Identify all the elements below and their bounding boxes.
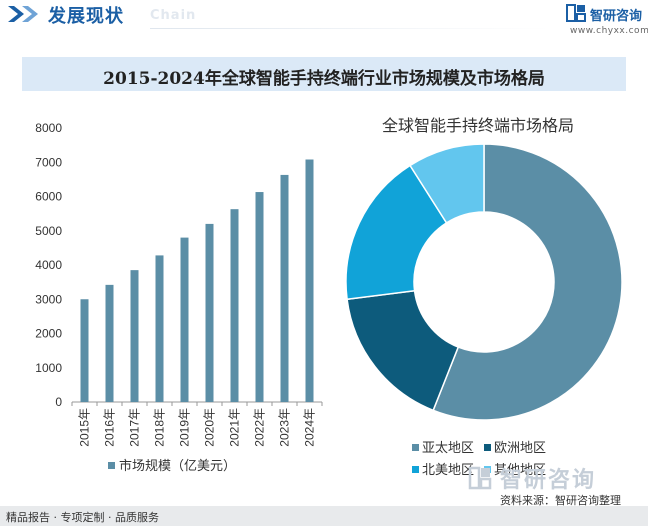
y-tick-label: 3000 [35,292,62,306]
donut-title: 全球智能手持终端市场格局 [382,117,574,135]
bar [180,237,189,402]
legend-swatch [412,444,419,451]
chart-title-banner: 2015-2024年全球智能手持终端行业市场规模及市场格局 [22,57,626,91]
donut-slice [432,143,623,421]
y-tick-label: 0 [55,395,62,409]
header-divider [150,28,550,29]
bar [230,209,239,402]
donut-slice [346,289,460,412]
brand-url: www.chyxx.com [570,26,648,36]
x-tick-label: 2022年 [253,408,267,447]
bar-chart: 0 1000 2000 3000 4000 5000 6000 7000 8000 2015年 20… [35,121,323,473]
y-tick-label: 4000 [35,258,62,272]
brand-name: 智研咨询 [590,9,643,24]
header: 发展现状 Chain [0,0,648,34]
legend-label: 其他地区 [494,462,546,477]
y-tick-label: 6000 [35,190,62,204]
y-tick-label: 7000 [35,155,62,169]
bar [130,270,139,402]
legend-label: 市场规模（亿美元） [119,458,236,473]
bar [80,299,89,402]
footer-tagline: 精品报告 · 专项定制 · 品质服务 [6,511,159,524]
bar [280,174,289,402]
watermark-logo-icon [468,466,492,490]
bar [255,192,264,402]
bar [105,284,114,402]
x-tick-label: 2016年 [103,408,117,447]
legend-swatch [484,444,491,451]
footer: 精品报告 · 专项定制 · 品质服务 [0,506,648,526]
x-tick-label: 2019年 [178,408,192,447]
y-tick-label: 8000 [35,121,62,135]
legend-swatch [412,466,419,473]
brand-logo-icon [566,4,586,22]
brand: 智研咨询 www.chyxx.com [566,4,648,38]
x-tick-label: 2023年 [278,408,292,447]
donut-slice [409,143,485,224]
y-tick-label: 5000 [35,224,62,238]
legend-label: 欧洲地区 [494,440,546,455]
x-tick-label: 2021年 [228,408,242,447]
x-tick-label: 2024年 [303,408,317,447]
x-tick-label: 2018年 [153,408,167,447]
legend-label: 亚太地区 [422,440,474,455]
x-tick-label: 2015年 [78,408,92,447]
double-chevron-icon [8,6,38,22]
y-tick-label: 1000 [35,361,62,375]
legend-swatch [108,462,115,469]
section-subtitle: Chain [150,8,197,23]
bar [205,223,214,402]
bar [305,159,314,402]
legend-label: 北美地区 [422,462,474,477]
x-tick-label: 2017年 [128,408,142,447]
data-source: 资料来源：智研咨询整理 [500,494,621,507]
x-tick-label: 2020年 [203,408,217,447]
bar [155,255,164,402]
watermark-text: 智研咨询 [500,468,597,493]
chart-title: 2015-2024年全球智能手持终端行业市场规模及市场格局 [103,69,545,89]
y-tick-label: 2000 [35,327,62,341]
section-title: 发展现状 [48,6,124,27]
